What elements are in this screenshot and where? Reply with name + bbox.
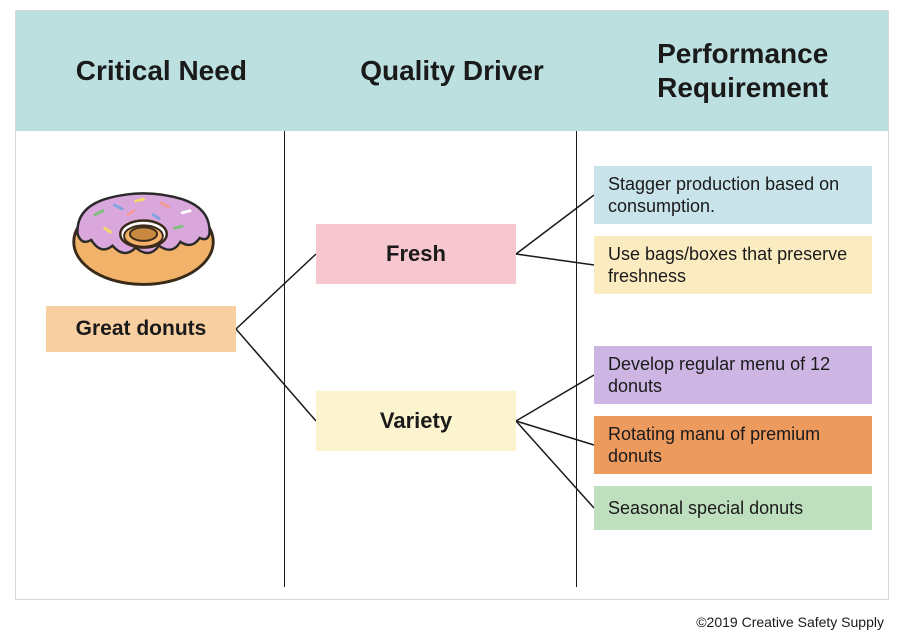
column-divider-1 (284, 131, 285, 587)
node-label: Stagger production based on consumption. (608, 173, 858, 218)
copyright-text: ©2019 Creative Safety Supply (696, 614, 884, 630)
node-label: Use bags/boxes that preserve freshness (608, 243, 858, 288)
node-variety: Variety (316, 391, 516, 451)
node-label: Great donuts (76, 316, 207, 342)
diagram-frame: Critical Need Quality Driver Performance… (15, 10, 889, 600)
node-req-rotating: Rotating manu of premium donuts (594, 416, 872, 474)
column-divider-2 (576, 131, 577, 587)
node-req-stagger: Stagger production based on consumption. (594, 166, 872, 224)
header-row: Critical Need Quality Driver Performance… (16, 11, 888, 131)
node-label: Variety (380, 407, 452, 435)
node-req-bags: Use bags/boxes that preserve freshness (594, 236, 872, 294)
node-label: Fresh (386, 240, 446, 268)
node-label: Rotating manu of premium donuts (608, 423, 858, 468)
header-quality-driver: Quality Driver (307, 11, 598, 131)
header-critical-need: Critical Need (16, 11, 307, 131)
node-fresh: Fresh (316, 224, 516, 284)
node-label: Seasonal special donuts (608, 497, 803, 520)
node-req-seasonal: Seasonal special donuts (594, 486, 872, 530)
node-req-menu12: Develop regular menu of 12 donuts (594, 346, 872, 404)
header-performance-requirement: Performance Requirement (597, 11, 888, 131)
donut-icon (66, 181, 221, 291)
node-label: Develop regular menu of 12 donuts (608, 353, 858, 398)
node-great-donuts: Great donuts (46, 306, 236, 352)
